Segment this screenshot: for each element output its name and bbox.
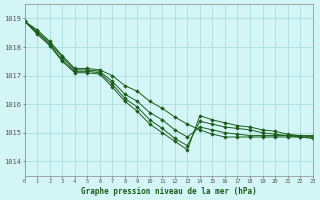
X-axis label: Graphe pression niveau de la mer (hPa): Graphe pression niveau de la mer (hPa): [81, 187, 257, 196]
